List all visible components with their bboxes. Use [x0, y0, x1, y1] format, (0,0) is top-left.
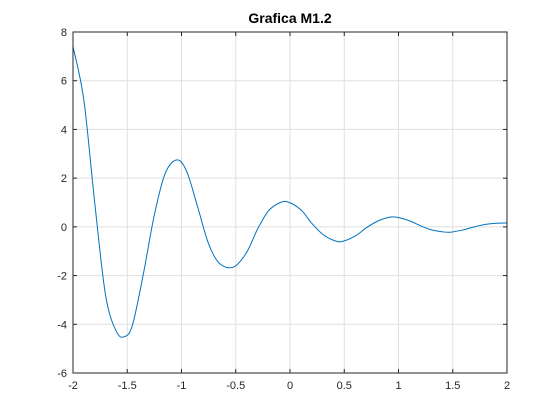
chart-title: Grafica M1.2: [248, 10, 331, 26]
x-tick-label: 1.5: [445, 380, 460, 392]
y-tick-label: 8: [61, 27, 67, 39]
y-tick-label: -4: [57, 319, 67, 331]
x-tick-label: -1.5: [118, 380, 137, 392]
x-tick-label: 1: [395, 380, 401, 392]
y-tick-label: -2: [57, 271, 67, 283]
y-tick-label: 0: [61, 222, 67, 234]
y-tick-label: 4: [61, 124, 67, 136]
y-tick-label: 6: [61, 76, 67, 88]
x-tick-label: 0.5: [337, 380, 352, 392]
y-tick-label: 2: [61, 173, 67, 185]
y-tick-label: -6: [57, 368, 67, 380]
x-tick-label: -2: [68, 380, 78, 392]
x-tick-label: 0: [287, 380, 293, 392]
x-tick-label: -1: [177, 380, 187, 392]
x-tick-label: 2: [504, 380, 510, 392]
x-tick-label: -0.5: [226, 380, 245, 392]
